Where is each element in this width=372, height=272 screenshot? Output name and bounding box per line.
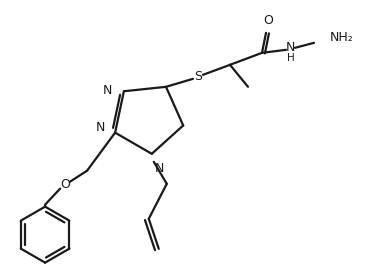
Text: S: S	[194, 70, 202, 83]
Text: N: N	[285, 41, 295, 54]
Text: NH₂: NH₂	[330, 31, 354, 44]
Text: O: O	[60, 178, 70, 191]
Text: H: H	[287, 53, 295, 63]
Text: N: N	[96, 121, 105, 134]
Text: O: O	[263, 14, 273, 27]
Text: N: N	[103, 84, 112, 97]
Text: N: N	[155, 162, 164, 175]
